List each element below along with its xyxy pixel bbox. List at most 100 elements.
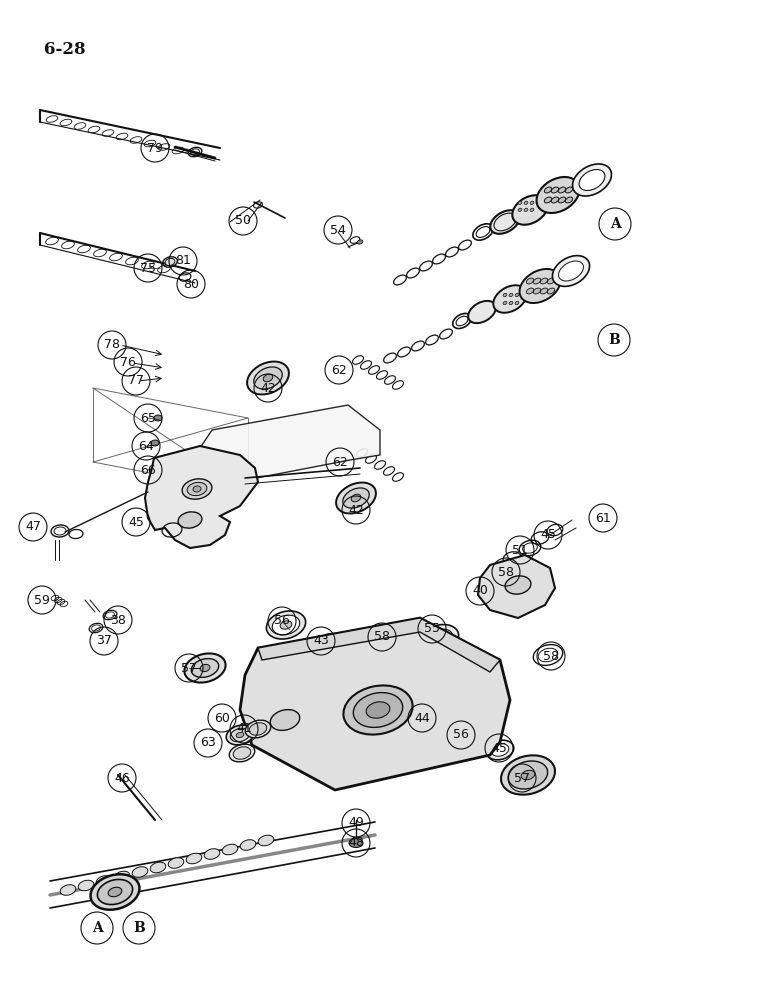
Ellipse shape [505, 576, 531, 594]
Ellipse shape [551, 187, 559, 193]
Ellipse shape [503, 301, 507, 305]
Ellipse shape [343, 488, 369, 508]
Ellipse shape [468, 301, 496, 323]
Polygon shape [240, 618, 510, 790]
Ellipse shape [60, 885, 76, 895]
Ellipse shape [258, 835, 274, 846]
Text: 62: 62 [332, 456, 348, 468]
Ellipse shape [96, 876, 112, 886]
Ellipse shape [493, 285, 527, 313]
Text: 49: 49 [348, 816, 364, 830]
Text: 77: 77 [128, 374, 144, 387]
Ellipse shape [524, 201, 528, 204]
Ellipse shape [108, 887, 122, 897]
Ellipse shape [151, 862, 166, 873]
Ellipse shape [509, 761, 547, 789]
Ellipse shape [229, 744, 255, 762]
Ellipse shape [114, 871, 130, 882]
Ellipse shape [222, 844, 238, 855]
Text: 58: 58 [543, 650, 559, 662]
Text: 56: 56 [453, 728, 469, 742]
Text: 45: 45 [128, 516, 144, 528]
Text: 65: 65 [140, 412, 156, 424]
Text: B: B [608, 333, 620, 347]
Text: 45: 45 [540, 528, 556, 542]
Text: 76: 76 [120, 356, 136, 368]
Ellipse shape [78, 880, 94, 891]
Text: 63: 63 [200, 736, 216, 750]
Ellipse shape [427, 629, 452, 647]
Ellipse shape [547, 278, 555, 284]
Ellipse shape [254, 367, 283, 389]
Ellipse shape [520, 269, 560, 303]
Ellipse shape [90, 874, 140, 910]
Ellipse shape [490, 210, 520, 234]
Ellipse shape [422, 708, 455, 732]
Ellipse shape [185, 653, 225, 683]
Ellipse shape [351, 494, 361, 502]
Ellipse shape [544, 197, 552, 203]
Text: 42: 42 [260, 381, 276, 394]
Ellipse shape [319, 637, 340, 653]
Text: 66: 66 [141, 464, 156, 477]
Text: 42: 42 [348, 504, 364, 516]
Ellipse shape [193, 486, 201, 492]
Ellipse shape [530, 208, 534, 211]
Ellipse shape [537, 177, 580, 213]
Ellipse shape [513, 195, 547, 225]
Ellipse shape [521, 770, 535, 780]
Ellipse shape [187, 482, 207, 496]
Ellipse shape [503, 293, 507, 297]
Ellipse shape [240, 840, 256, 850]
Ellipse shape [151, 440, 159, 446]
Ellipse shape [486, 740, 513, 760]
Text: 58: 58 [374, 631, 390, 644]
Text: 78: 78 [104, 338, 120, 352]
Ellipse shape [132, 867, 147, 877]
Text: 54: 54 [330, 224, 346, 236]
Ellipse shape [366, 702, 390, 718]
Ellipse shape [233, 747, 251, 759]
Ellipse shape [518, 208, 522, 211]
Ellipse shape [553, 256, 590, 286]
Ellipse shape [565, 197, 573, 203]
Text: 43: 43 [313, 635, 329, 648]
Ellipse shape [432, 716, 444, 724]
Text: A: A [610, 217, 621, 231]
Ellipse shape [540, 278, 547, 284]
Text: 38: 38 [110, 613, 126, 626]
Ellipse shape [518, 201, 522, 204]
Ellipse shape [204, 849, 220, 859]
Ellipse shape [559, 261, 584, 281]
Ellipse shape [524, 208, 528, 211]
Ellipse shape [266, 611, 306, 639]
Ellipse shape [515, 293, 519, 297]
Ellipse shape [547, 288, 555, 294]
Ellipse shape [415, 703, 462, 737]
Ellipse shape [344, 685, 412, 735]
Ellipse shape [565, 187, 573, 193]
Ellipse shape [527, 278, 533, 284]
Ellipse shape [165, 258, 175, 266]
Ellipse shape [200, 664, 210, 672]
Ellipse shape [527, 288, 533, 294]
Ellipse shape [230, 728, 250, 742]
Ellipse shape [168, 858, 184, 868]
Polygon shape [145, 446, 258, 548]
Text: 56: 56 [274, 614, 290, 628]
Text: 60: 60 [214, 712, 230, 724]
Text: 59: 59 [34, 593, 50, 606]
Ellipse shape [97, 879, 133, 905]
Ellipse shape [533, 278, 540, 284]
Polygon shape [258, 618, 500, 672]
Ellipse shape [154, 415, 162, 421]
Ellipse shape [551, 197, 559, 203]
Text: 80: 80 [183, 277, 199, 290]
Ellipse shape [186, 853, 201, 864]
Ellipse shape [573, 164, 611, 196]
Ellipse shape [280, 621, 292, 629]
Text: 41: 41 [236, 722, 252, 736]
Text: 37: 37 [96, 635, 112, 648]
Ellipse shape [354, 693, 403, 727]
Text: 57: 57 [181, 662, 197, 674]
